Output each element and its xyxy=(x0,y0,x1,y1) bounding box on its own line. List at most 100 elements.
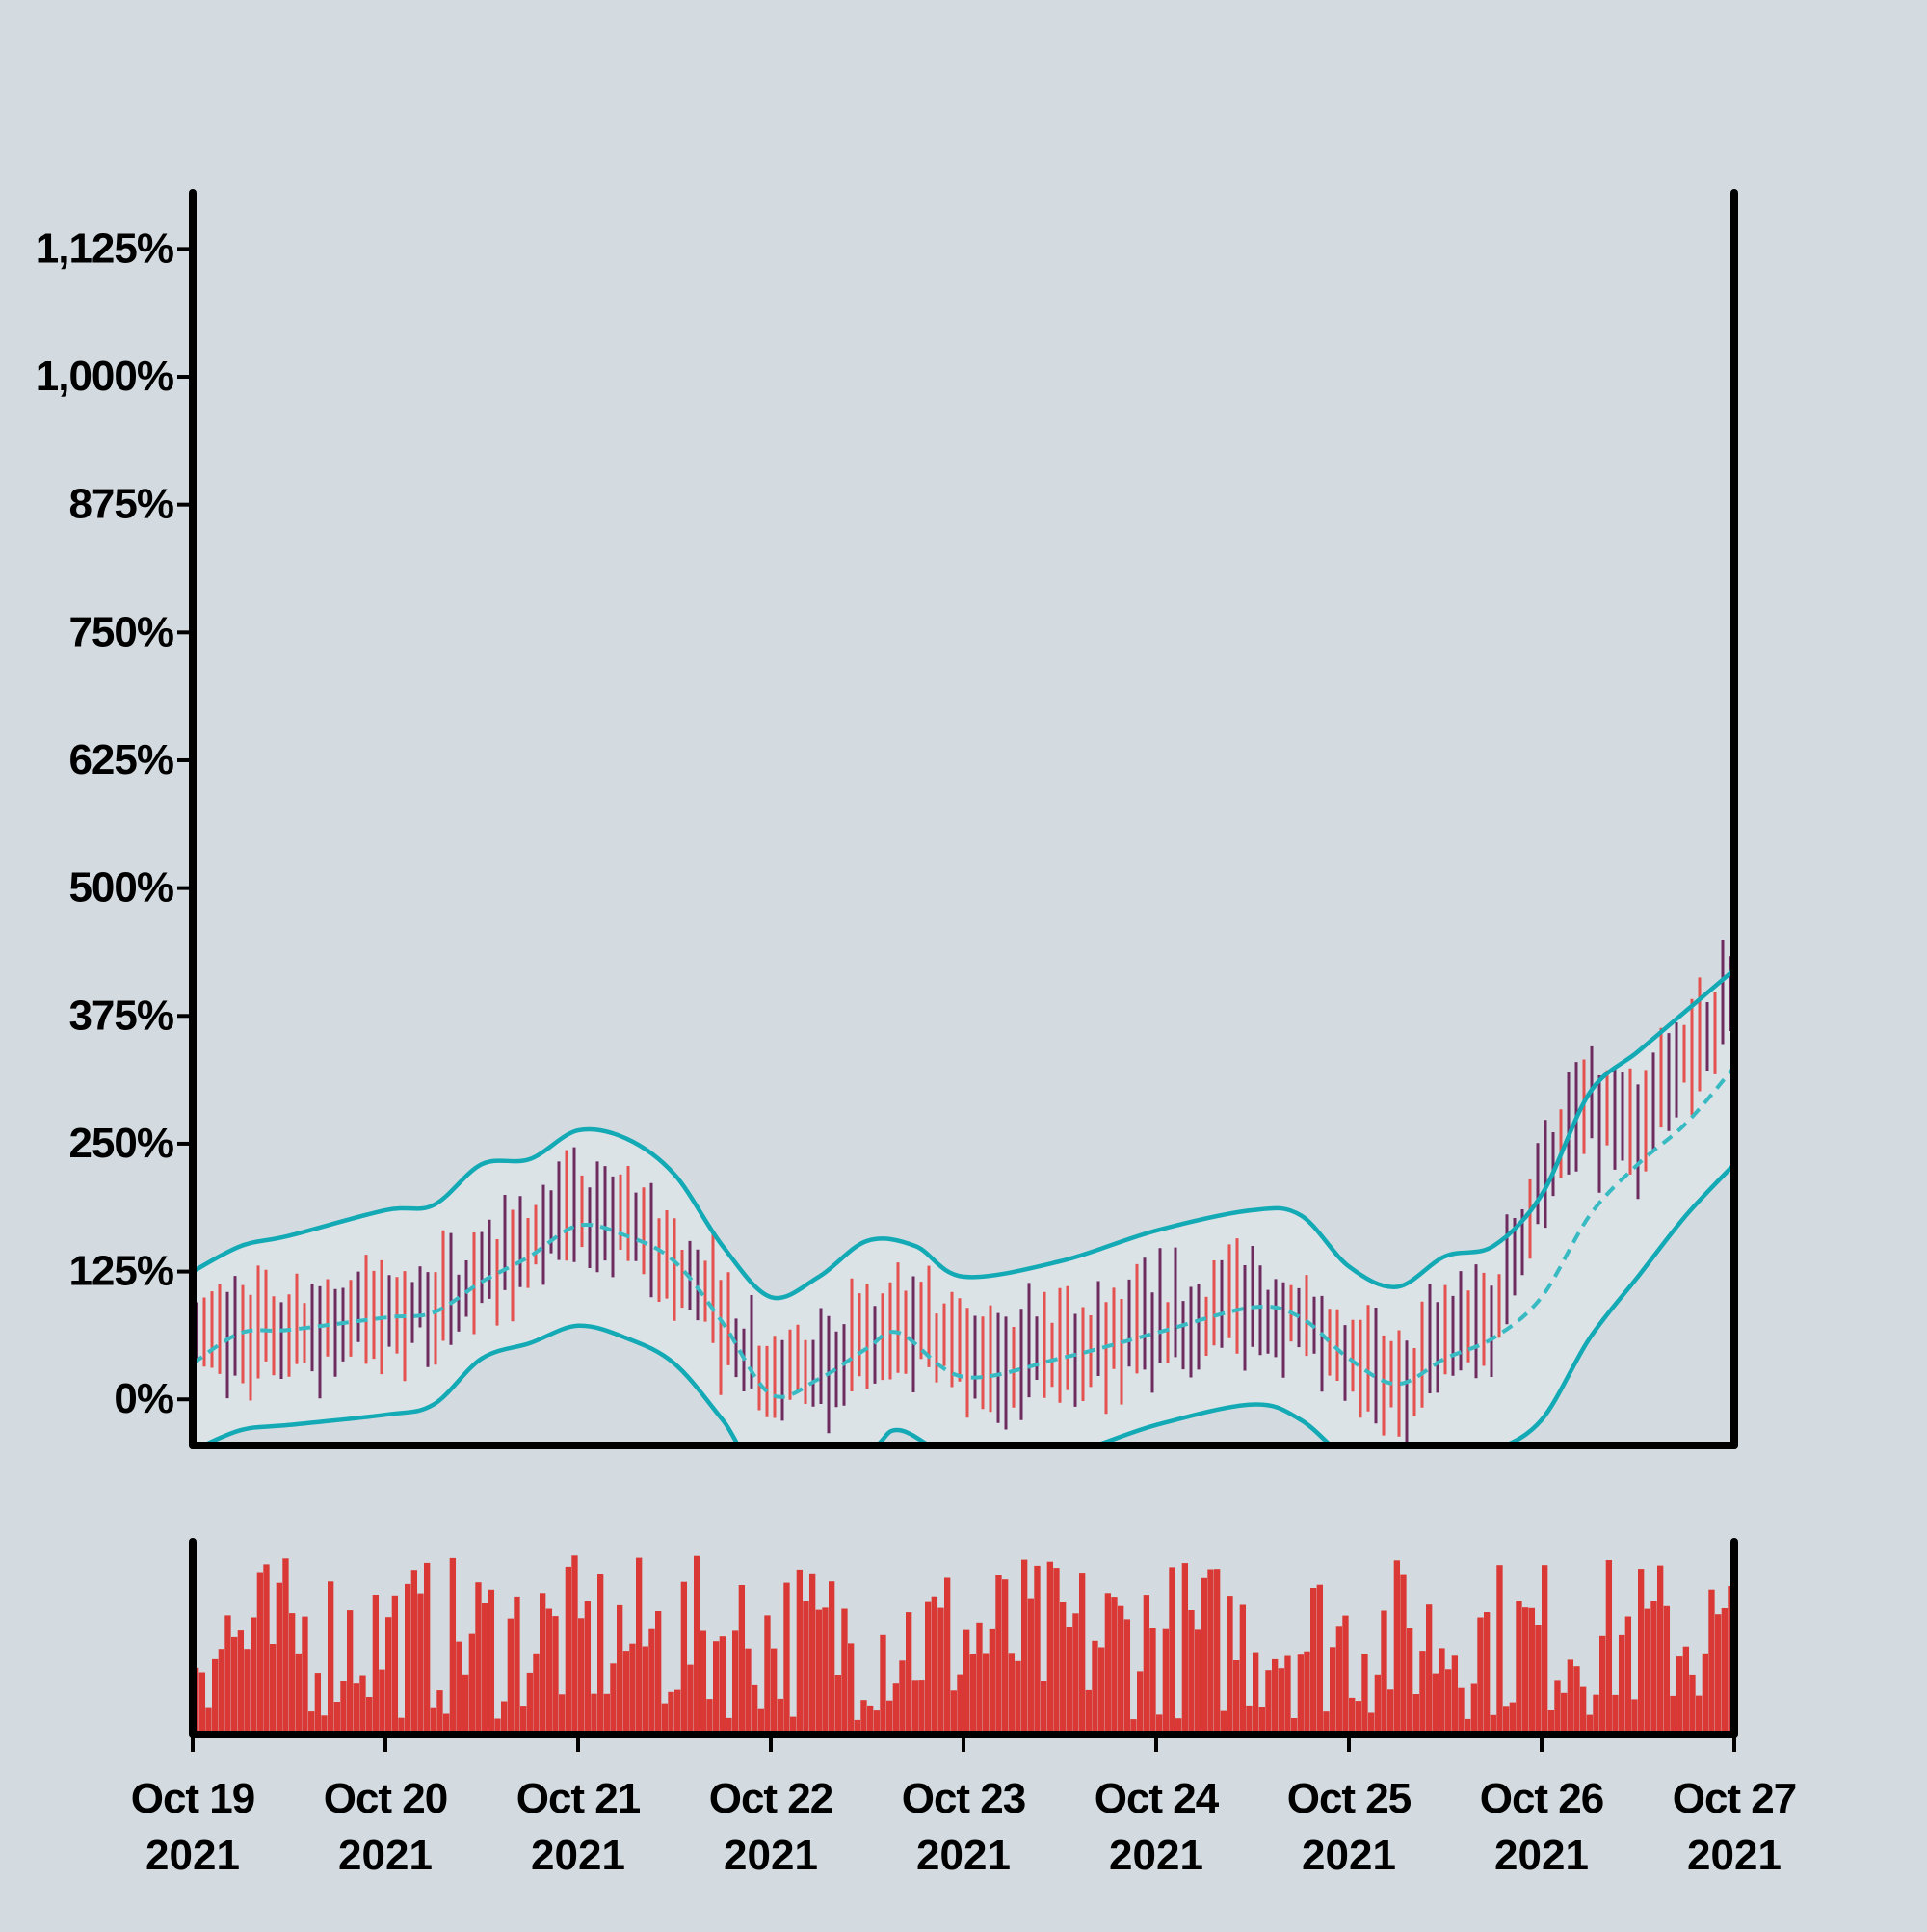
volume-bar xyxy=(462,1675,468,1734)
volume-bar xyxy=(219,1649,224,1734)
volume-bar xyxy=(527,1673,533,1734)
volume-bar xyxy=(1696,1696,1702,1734)
volume-bar xyxy=(1047,1562,1053,1734)
volume-bar xyxy=(1253,1653,1258,1734)
volume-bar xyxy=(687,1665,693,1734)
volume-bar xyxy=(1169,1567,1175,1734)
volume-bar xyxy=(912,1680,918,1734)
volume-bar xyxy=(752,1685,757,1734)
volume-bar xyxy=(1606,1560,1612,1734)
x-tick-label-year: 2021 xyxy=(1302,1832,1396,1879)
volume-bar xyxy=(629,1644,635,1734)
x-tick-label-date: Oct 22 xyxy=(709,1775,833,1822)
x-tick-label-year: 2021 xyxy=(531,1832,625,1879)
x-tick-label-date: Oct 23 xyxy=(902,1775,1026,1822)
volume-bar xyxy=(1445,1669,1451,1734)
volume-bar xyxy=(1118,1606,1123,1734)
volume-bar xyxy=(1201,1578,1207,1734)
volume-bar xyxy=(1510,1703,1516,1734)
volume-bar xyxy=(1561,1693,1567,1734)
volume-bar xyxy=(205,1708,211,1734)
volume-bar xyxy=(224,1615,230,1734)
volume-bar xyxy=(1381,1611,1386,1735)
volume-bar xyxy=(1298,1654,1304,1734)
volume-bar xyxy=(1361,1654,1367,1734)
volume-bar xyxy=(835,1675,841,1734)
volume-bar xyxy=(1433,1674,1439,1734)
volume-bar xyxy=(1002,1579,1008,1734)
volume-bar xyxy=(1182,1563,1188,1734)
volume-bar xyxy=(623,1651,629,1734)
volume-bar xyxy=(424,1563,430,1734)
volume-bar xyxy=(1375,1675,1381,1734)
volume-bars-layer xyxy=(193,1555,1734,1734)
x-tick-label-date: Oct 19 xyxy=(131,1775,255,1822)
volume-bar xyxy=(1458,1688,1464,1734)
volume-bar xyxy=(1407,1628,1412,1735)
volume-bar xyxy=(405,1584,410,1734)
volume-bar xyxy=(1715,1614,1721,1734)
volume-bar xyxy=(655,1611,661,1734)
x-tick-label-year: 2021 xyxy=(1494,1832,1589,1879)
volume-bar xyxy=(1400,1575,1406,1734)
volume-bar xyxy=(244,1649,250,1734)
x-tick-label-date: Oct 25 xyxy=(1287,1775,1412,1822)
volume-bar xyxy=(1471,1684,1477,1735)
volume-bar xyxy=(803,1601,808,1734)
volume-bar xyxy=(315,1673,321,1734)
volume-bar xyxy=(610,1663,616,1734)
volume-bar xyxy=(906,1612,911,1734)
volume-bar xyxy=(1092,1641,1097,1734)
volume-bar xyxy=(1240,1605,1246,1735)
volume-bar xyxy=(1188,1610,1194,1734)
volume-bar xyxy=(1144,1595,1149,1734)
volume-bar xyxy=(488,1590,494,1734)
volume-bar xyxy=(1195,1629,1201,1734)
volume-bar xyxy=(1028,1599,1034,1734)
volume-bar xyxy=(867,1706,873,1734)
volume-bar xyxy=(1163,1629,1169,1734)
volume-bar xyxy=(829,1581,834,1734)
volume-bar xyxy=(1015,1661,1020,1734)
volume-bar xyxy=(552,1616,558,1734)
volume-bar xyxy=(1349,1698,1355,1734)
volume-bar xyxy=(559,1694,565,1734)
x-tick-label-year: 2021 xyxy=(145,1832,240,1879)
volume-bar xyxy=(636,1558,642,1734)
volume-bar xyxy=(392,1596,398,1734)
x-tick-label-date: Oct 20 xyxy=(324,1775,448,1822)
volume-bar xyxy=(359,1676,365,1735)
volume-bar xyxy=(925,1602,931,1734)
volume-bar xyxy=(334,1702,340,1734)
volume-bar xyxy=(1625,1617,1631,1735)
volume-bar xyxy=(1657,1566,1663,1734)
volume-bar xyxy=(277,1583,282,1734)
volume-bar xyxy=(508,1619,514,1734)
volume-bar xyxy=(617,1605,622,1734)
y-tick-label: 375% xyxy=(68,992,173,1039)
volume-bar xyxy=(1246,1706,1252,1734)
volume-bar xyxy=(1722,1608,1728,1734)
volume-bar xyxy=(604,1694,610,1734)
volume-bar xyxy=(674,1690,680,1734)
volume-bar xyxy=(1105,1593,1111,1734)
x-tick-label-year: 2021 xyxy=(338,1832,433,1879)
volume-bar xyxy=(893,1683,899,1734)
volume-bar xyxy=(1426,1604,1432,1734)
volume-bar xyxy=(1568,1659,1573,1734)
volume-bar xyxy=(1041,1681,1046,1734)
volume-bar xyxy=(1317,1585,1323,1734)
volume-bar xyxy=(1554,1680,1560,1734)
volume-bar xyxy=(1336,1626,1342,1734)
volume-bar xyxy=(1593,1695,1598,1734)
x-tick-label-date: Oct 21 xyxy=(516,1775,641,1822)
volume-bar xyxy=(918,1680,924,1734)
volume-bar xyxy=(841,1609,847,1735)
volume-bar xyxy=(302,1617,307,1734)
y-tick-label: 625% xyxy=(68,736,173,783)
volume-bar xyxy=(270,1644,276,1734)
volume-bar xyxy=(1580,1687,1586,1734)
y-tick-label: 250% xyxy=(68,1120,173,1167)
